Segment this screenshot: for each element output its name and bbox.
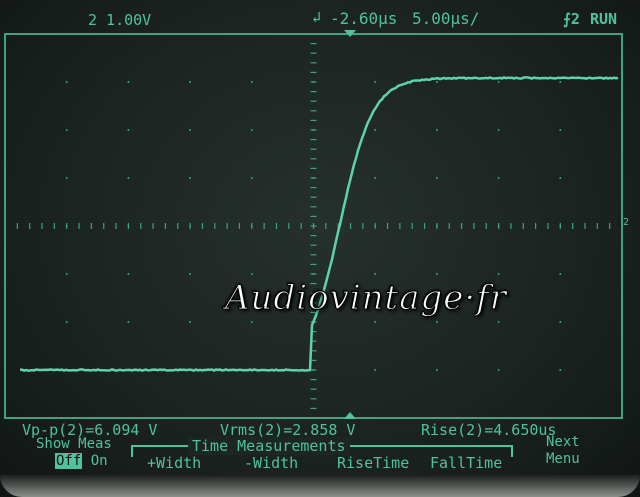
grid-dot <box>374 81 376 83</box>
grid-dot <box>498 81 500 83</box>
grid-dot <box>66 81 68 83</box>
grid-dot <box>374 321 376 323</box>
grid-dot <box>498 129 500 131</box>
grid-dot <box>251 321 253 323</box>
grid-dot <box>498 321 500 323</box>
watermark: Audiovintage·fr <box>225 278 507 318</box>
fall-time-button[interactable]: FallTime <box>430 454 502 472</box>
grid-dot <box>127 321 129 323</box>
grid-dot <box>127 129 129 131</box>
grid-dot <box>127 177 129 179</box>
plus-width-button[interactable]: +Width <box>147 454 201 472</box>
graticule <box>5 34 622 418</box>
grid-dot <box>498 177 500 179</box>
rise-time-button[interactable]: RiseTime <box>337 454 409 472</box>
grid-dot <box>251 129 253 131</box>
show-meas-label: Show Meas <box>36 436 112 452</box>
grid-dot <box>436 81 438 83</box>
grid-dot <box>374 369 376 371</box>
grid-dot <box>436 273 438 275</box>
grid-dot <box>559 129 561 131</box>
minus-width-button[interactable]: -Width <box>244 454 298 472</box>
off-option[interactable]: Off <box>55 453 82 469</box>
grid-dot <box>559 273 561 275</box>
channel-scale: 2 1.00V <box>88 11 151 29</box>
grid-dot <box>66 177 68 179</box>
grid-dot <box>189 273 191 275</box>
waveform-trace <box>20 77 618 370</box>
show-meas-toggle[interactable]: Off On <box>55 453 108 469</box>
rise-measurement: Rise(2)=4.650us <box>421 421 556 439</box>
grid-dot <box>189 129 191 131</box>
time-measurements-title: Time Measurements <box>188 437 350 455</box>
grid-dot <box>559 321 561 323</box>
grid-dot <box>189 321 191 323</box>
on-option[interactable]: On <box>91 453 108 469</box>
grid-dot <box>436 369 438 371</box>
grid-dot <box>374 129 376 131</box>
grid-dot <box>251 81 253 83</box>
grid-dot <box>436 129 438 131</box>
menu-label[interactable]: Menu <box>546 451 580 467</box>
run-status: RUN <box>590 10 617 28</box>
next-label[interactable]: Next <box>546 434 580 450</box>
grid-dot <box>66 129 68 131</box>
grid-dot <box>251 177 253 179</box>
grid-dot <box>127 81 129 83</box>
channel2-ground-marker: 2 <box>623 217 629 228</box>
grid-dot <box>559 177 561 179</box>
grid-dot <box>66 273 68 275</box>
grid-dot <box>251 273 253 275</box>
timebase: 5.00µs/ <box>412 9 479 28</box>
bezel-edge <box>0 475 640 497</box>
grid-dot <box>189 81 191 83</box>
grid-dot <box>436 177 438 179</box>
grid-dot <box>559 81 561 83</box>
grid-dot <box>498 273 500 275</box>
grid-dot <box>66 321 68 323</box>
grid-dot <box>127 273 129 275</box>
grid-dot <box>189 177 191 179</box>
grid-dot <box>498 369 500 371</box>
grid-dot <box>374 177 376 179</box>
grid-dot <box>559 369 561 371</box>
trigger-source: ⨍2 <box>563 10 580 28</box>
trigger-delay-icon: ↲ <box>312 8 321 26</box>
grid-dot <box>436 321 438 323</box>
trigger-bottom-marker <box>344 412 356 419</box>
grid-dot <box>374 273 376 275</box>
trigger-delay: -2.60µs <box>330 9 397 28</box>
